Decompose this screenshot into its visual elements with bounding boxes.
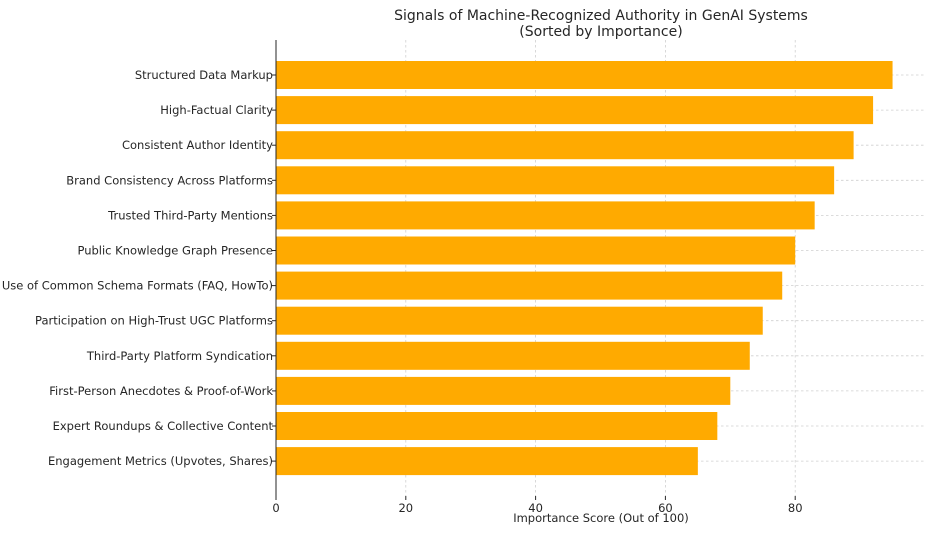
bar [276,236,796,265]
category-label: Consistent Author Identity [122,138,273,152]
bar [276,447,698,476]
bars-group [276,61,893,476]
x-axis-title: Importance Score (Out of 100) [513,511,689,525]
category-label: Participation on High-Trust UGC Platform… [35,314,273,328]
category-label: Expert Roundups & Collective Content [53,419,274,433]
chart-title: Signals of Machine-Recognized Authority … [394,8,808,24]
bar [276,271,783,300]
category-label: Public Knowledge Graph Presence [77,244,273,258]
x-tick-label: 0 [272,501,279,515]
bar [276,166,835,195]
category-label: Engagement Metrics (Upvotes, Shares) [48,454,273,468]
category-label: First-Person Anecdotes & Proof-of-Work [49,384,273,398]
x-ticks: 0 20 40 60 80 [272,74,803,515]
bar [276,341,750,370]
x-tick-label: 60 [658,501,673,515]
bar [276,61,893,89]
category-label: Third-Party Platform Syndication [86,349,273,363]
chart-subtitle: (Sorted by Importance) [519,24,682,40]
x-tick-label: 80 [788,501,803,515]
category-label: High-Factual Clarity [160,103,273,117]
bar [276,201,815,230]
bar [276,306,763,335]
category-label: Structured Data Markup [135,68,273,82]
x-tick-label: 20 [398,501,413,515]
category-label: Brand Consistency Across Platforms [66,173,273,187]
x-tick-label: 40 [528,501,543,515]
category-label: Trusted Third-Party Mentions [107,208,273,222]
bar [276,412,718,440]
bar [276,96,874,125]
bar [276,376,731,405]
category-labels: Structured Data Markup High-Factual Clari… [2,68,274,468]
bar [276,131,854,160]
category-label: Use of Common Schema Formats (FAQ, HowTo… [2,279,273,293]
